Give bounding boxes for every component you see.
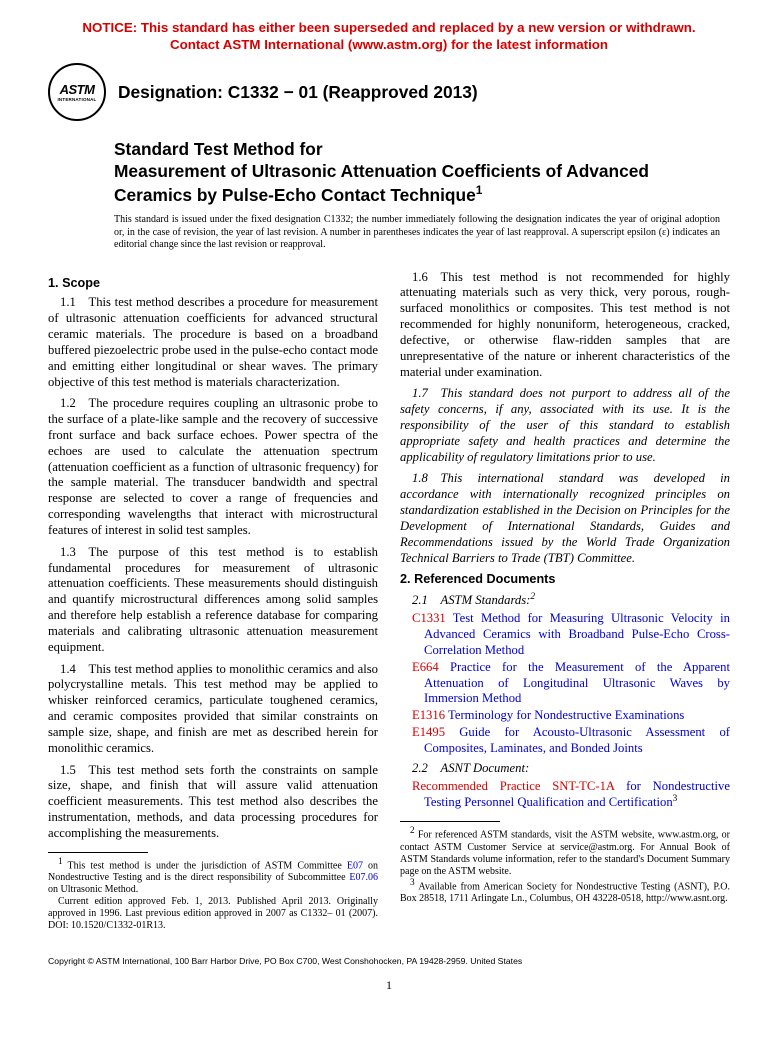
ref-code-e664: E664 [412,660,439,674]
ref-text-c1331: Test Method for Measuring Ultrasonic Vel… [424,611,730,657]
refdocs-heading: 2. Referenced Documents [400,572,730,588]
title-main-text: Measurement of Ultrasonic Attenuation Co… [114,161,649,204]
ref-code-e1495: E1495 [412,725,445,739]
astm-standards-sub: 2.1 ASTM Standards:2 [400,592,730,609]
header-row: ASTM INTERNATIONAL Designation: C1332 − … [48,63,730,121]
title-block: Standard Test Method for Measurement of … [114,139,730,206]
para-1-2: 1.2 The procedure requires coupling an u… [48,396,378,538]
footnote-1: 1 This test method is under the jurisdic… [48,857,378,896]
logo-main-text: ASTM [60,82,95,97]
asnt-document-sub: 2.2 ASNT Document: [400,761,730,777]
para-1-4: 1.4 This test method applies to monolith… [48,662,378,757]
ref-text-e664: Practice for the Measurement of the Appa… [424,660,730,706]
title-prefix: Standard Test Method for [114,139,730,161]
footnote-divider-right [400,821,500,822]
notice-line-2: Contact ASTM International (www.astm.org… [170,37,608,52]
fn2-text: For referenced ASTM standards, visit the… [400,830,730,877]
ref-c1331[interactable]: C1331 Test Method for Measuring Ultrason… [400,611,730,658]
title-superscript: 1 [476,183,483,197]
scope-heading: 1. Scope [48,276,378,292]
footnote-2: 2 For referenced ASTM standards, visit t… [400,826,730,877]
para-1-1: 1.1 This test method describes a procedu… [48,295,378,390]
ref-code-c1331: C1331 [412,611,446,625]
fn1-a: This test method is under the jurisdicti… [68,860,347,871]
issuance-note: This standard is issued under the fixed … [114,214,730,252]
footnote-divider-left [48,852,148,853]
footnote-3: 3 Available from American Society for No… [400,878,730,905]
copyright-line: Copyright © ASTM International, 100 Barr… [48,956,730,966]
ref-code-e1316: E1316 [412,708,445,722]
ref-snt-tc-1a[interactable]: Recommended Practice SNT-TC-1A for Nonde… [400,779,730,812]
ref-sup-snt: 3 [673,794,678,804]
para-1-3: 1.3 The purpose of this test method is t… [48,545,378,656]
title-main: Measurement of Ultrasonic Attenuation Co… [114,161,730,206]
astm-sub-sup: 2 [530,592,535,602]
logo-sub-text: INTERNATIONAL [57,97,96,102]
ref-text-e1495: Guide for Acousto-Ultrasonic Assessment … [424,725,730,755]
ref-text-e1316: Terminology for Nondestructive Examinati… [445,708,684,722]
ref-code-snt: Recommended Practice SNT-TC-1A [412,779,614,793]
notice-banner: NOTICE: This standard has either been su… [48,20,730,53]
ref-e1495[interactable]: E1495 Guide for Acousto-Ultrasonic Asses… [400,725,730,757]
para-1-5: 1.5 This test method sets forth the cons… [48,763,378,842]
fn1-link2[interactable]: E07.06 [349,872,378,883]
designation-text: Designation: C1332 − 01 (Reapproved 2013… [118,82,478,103]
body-columns: 1. Scope 1.1 This test method describes … [48,270,730,932]
para-1-6: 1.6 This test method is not recommended … [400,270,730,381]
ref-e664[interactable]: E664 Practice for the Measurement of the… [400,660,730,707]
fn1-link1[interactable]: E07 [347,860,363,871]
fn1-c: on Ultrasonic Method. [48,884,138,895]
page-number: 1 [48,978,730,993]
astm-logo: ASTM INTERNATIONAL [48,63,106,121]
para-1-7: 1.7 This standard does not purport to ad… [400,386,730,465]
ref-e1316[interactable]: E1316 Terminology for Nondestructive Exa… [400,708,730,724]
astm-sub-text: 2.1 ASTM Standards: [412,594,530,608]
notice-line-1: NOTICE: This standard has either been su… [82,20,695,35]
footnote-1-para2: Current edition approved Feb. 1, 2013. P… [48,896,378,932]
page: NOTICE: This standard has either been su… [0,0,778,1013]
para-1-8: 1.8 This international standard was deve… [400,471,730,566]
fn3-text: Available from American Society for Nond… [400,881,730,904]
